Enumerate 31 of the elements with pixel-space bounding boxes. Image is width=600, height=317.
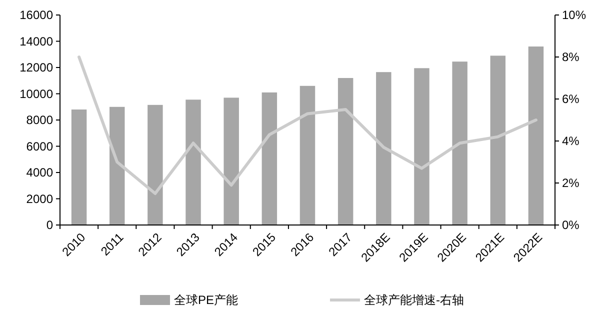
- y-tick-label: 6000: [26, 139, 54, 154]
- bar: [490, 56, 506, 225]
- bar: [71, 110, 87, 225]
- y2-tick-label: 8%: [562, 50, 580, 64]
- y-tick-label: 14000: [20, 34, 54, 48]
- y2-tick-label: 0%: [562, 218, 580, 232]
- y2-tick-label: 2%: [562, 176, 580, 190]
- y-tick-label: 8000: [26, 113, 54, 128]
- legend-label: 全球PE产能: [174, 293, 238, 308]
- y2-tick-label: 6%: [562, 92, 580, 106]
- bar: [186, 100, 201, 225]
- y-tick-label: 10000: [20, 86, 54, 101]
- bar: [452, 62, 468, 225]
- y-tick-label: 4000: [26, 166, 54, 180]
- legend-label: 全球产能增速-右轴: [364, 293, 464, 308]
- bar: [376, 72, 392, 225]
- y2-tick-label: 10%: [562, 8, 586, 22]
- y-tick-label: 0: [46, 218, 54, 232]
- bar: [414, 68, 430, 225]
- y-tick-label: 2000: [26, 192, 54, 206]
- y-tick-label: 16000: [20, 8, 54, 22]
- bar: [528, 46, 544, 225]
- line-series: [78, 56, 538, 195]
- bar: [110, 106, 125, 225]
- bar: [300, 86, 316, 225]
- bar: [338, 78, 354, 225]
- bar: [224, 98, 239, 225]
- bar: [262, 92, 278, 225]
- bar: [148, 104, 163, 225]
- y-tick-label: 12000: [20, 60, 54, 75]
- y2-tick-label: 4%: [562, 134, 580, 148]
